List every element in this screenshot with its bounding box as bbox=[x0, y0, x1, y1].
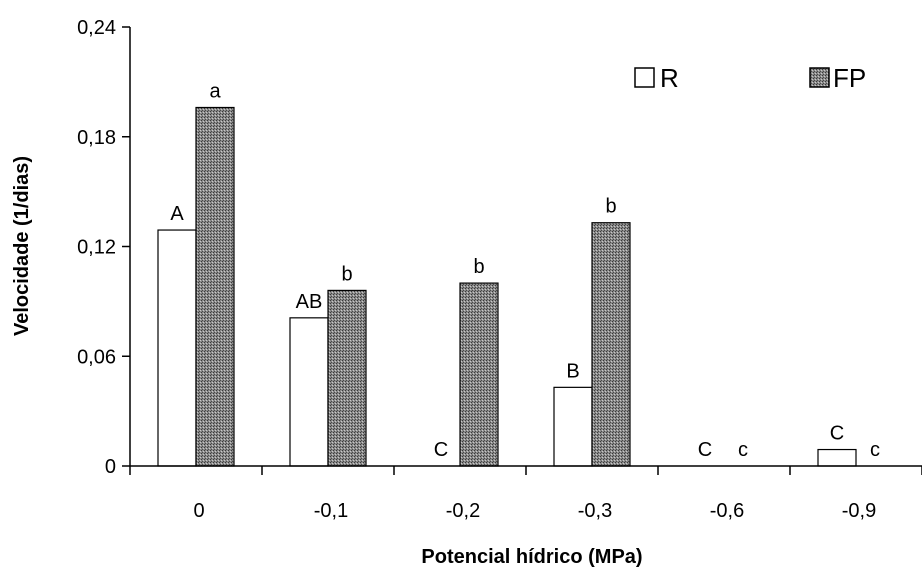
bars bbox=[157, 106, 857, 467]
bar-label-r-0: A bbox=[170, 203, 184, 225]
bar-fp-3 bbox=[591, 222, 631, 467]
bar-label-r-3: B bbox=[566, 360, 579, 382]
legend-swatch-fp bbox=[809, 67, 830, 88]
axes: 0 0,06 0,12 0,18 0,24 0 -0,1 -0,2 -0,3 -0,6 -0,9 bbox=[77, 17, 922, 522]
y-tick-label: 0,06 bbox=[77, 346, 116, 368]
bar-r-3 bbox=[553, 386, 593, 467]
x-tick-label: -0,3 bbox=[578, 500, 612, 522]
x-tick-label: -0,2 bbox=[446, 500, 480, 522]
legend-label-fp: FP bbox=[833, 63, 866, 93]
legend: R FP bbox=[634, 63, 866, 93]
bar-label-fp-0: a bbox=[209, 80, 221, 102]
y-tick-label: 0,18 bbox=[77, 127, 116, 149]
bar-fp-1 bbox=[327, 289, 367, 467]
legend-label-r: R bbox=[660, 63, 679, 93]
x-tick-label: -0,1 bbox=[314, 500, 348, 522]
x-axis-title: Potencial hídrico (MPa) bbox=[421, 546, 642, 568]
bar-fp-0 bbox=[195, 106, 235, 467]
y-tick-label: 0 bbox=[105, 456, 116, 478]
bar-label-fp-3: b bbox=[605, 196, 616, 218]
bar-label-r-5: C bbox=[830, 423, 844, 445]
bar-fp-2 bbox=[459, 282, 499, 467]
bar-label-r-4: C bbox=[698, 439, 712, 461]
y-axis-title: Velocidade (1/dias) bbox=[11, 156, 33, 336]
x-tick-label: -0,9 bbox=[842, 500, 876, 522]
bar-label-fp-2: b bbox=[473, 256, 484, 278]
bar-label-fp-4: c bbox=[738, 439, 748, 461]
bar-r-1 bbox=[289, 317, 329, 467]
y-tick-label: 0,12 bbox=[77, 237, 116, 259]
bar-r-5 bbox=[817, 448, 857, 467]
bar-label-r-1: AB bbox=[296, 291, 323, 313]
x-tick-label: 0 bbox=[193, 500, 204, 522]
bar-r-0 bbox=[157, 229, 197, 467]
bar-labels: A AB C B C Ca b b b c c bbox=[170, 80, 880, 461]
bar-label-fp-1: b bbox=[341, 263, 352, 285]
bar-label-r-2: C bbox=[434, 439, 448, 461]
x-tick-label: -0,6 bbox=[710, 500, 744, 522]
legend-swatch-r bbox=[634, 67, 655, 88]
y-tick-label: 0,24 bbox=[77, 17, 116, 39]
bar-label-fp-5: c bbox=[870, 439, 880, 461]
